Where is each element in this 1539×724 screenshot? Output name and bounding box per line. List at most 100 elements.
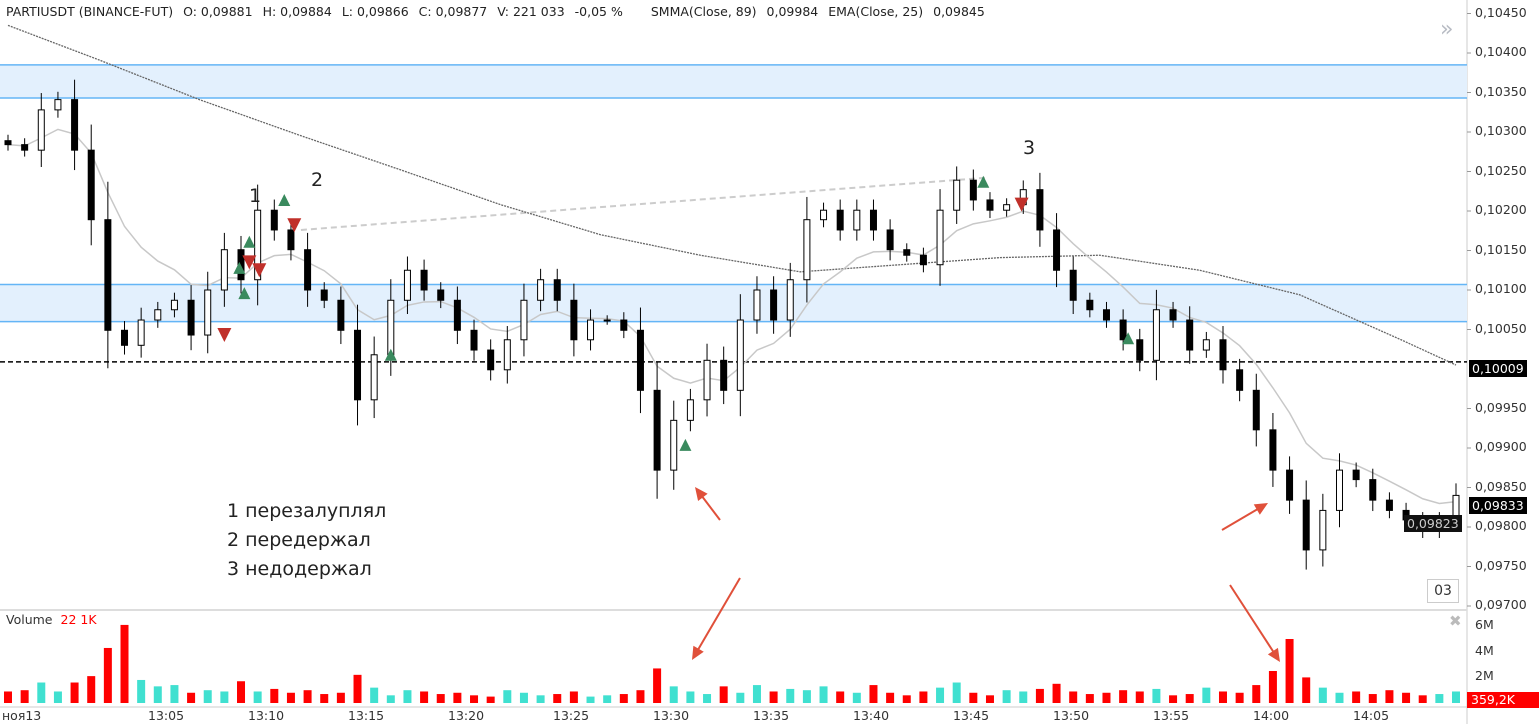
symbol-name[interactable]: PARTIUSDT (BINANCE-FUT) [6,4,174,19]
volume-bar [902,695,911,703]
candle-bearish [919,254,927,266]
candle-bearish [1136,339,1144,361]
volume-bar [1285,639,1294,703]
price-tick-label: 0,10050 [1475,320,1527,336]
price-tick-label: 0,10150 [1475,241,1527,257]
candle-bearish [1086,299,1094,311]
volume-bar [1268,671,1277,703]
time-tick-label: 13:30 [653,708,690,723]
level-price-tag: 0,10009 [1469,360,1527,377]
candle-bullish [936,209,944,266]
volume-bar [1019,691,1028,703]
time-tick-label: 13:55 [1153,708,1190,723]
volume-bar [203,690,212,703]
volume-bar [869,685,878,703]
candle-bullish [204,289,212,336]
candle-bullish [387,299,395,356]
ohlc-high: H: 0,09884 [262,4,332,19]
volume-title: Volume 22 1K [6,612,97,627]
candle-bullish [853,209,861,231]
volume-bar [1152,688,1161,703]
ema-price-tag: 0,09823 [1404,515,1462,532]
candle-bearish [1286,469,1294,501]
arrow-line [1229,584,1277,656]
volume-bar [985,695,994,703]
volume-tick-label: 6M [1475,617,1494,633]
volume-bar [819,686,828,703]
volume-bar [253,691,262,703]
volume-bar [603,695,612,703]
candle-bearish [869,209,877,231]
candle-bearish [87,149,95,221]
ema-label[interactable]: EMA(Close, 25) [828,4,924,19]
volume-bar [53,691,62,703]
volume-bar [470,695,479,703]
volume-bar [386,695,395,703]
volume-bar [1452,691,1460,703]
arrow-line [1221,506,1262,531]
candle-bearish [886,229,894,251]
price-tick-label: 0,10200 [1475,202,1527,217]
candle-bearish [986,199,994,211]
volume-bar [1202,687,1211,703]
candle-bearish [320,289,328,301]
close-icon[interactable]: ✖ [1449,612,1462,630]
timezone-box[interactable]: 03 [1427,579,1459,603]
candle-bearish [969,179,977,201]
ohlc-change: -0,05 % [574,4,623,19]
candle-bullish [1202,339,1210,351]
volume-bar [536,695,545,703]
arrow-line [695,577,741,654]
candle-bearish [470,329,478,351]
buy-marker-icon [384,348,397,361]
candle-bearish [1302,499,1310,551]
candle-bullish [736,319,744,391]
ema-value: 0,09845 [933,4,985,19]
volume-bar [270,688,279,703]
candle-bearish [720,359,728,391]
volume-bar [170,685,179,703]
candle-bearish [620,319,628,331]
price-tick-label: 0,10350 [1475,83,1527,99]
candle-bullish [1003,204,1011,211]
double-chevron-right-icon[interactable]: » [1440,17,1454,42]
candle-bearish [653,389,661,471]
volume-tick-label: 4M [1475,642,1494,658]
volume-bar [786,688,795,703]
price-tick-label: 0,09700 [1475,597,1527,612]
volume-bar [1002,690,1011,703]
candle-bullish [1152,309,1160,361]
volume-bar [1352,691,1361,703]
volume-bar [969,692,978,703]
candle-bullish [703,359,711,401]
price-tick-label: 0,09750 [1475,557,1527,573]
volume-bar [569,691,578,703]
candle-bullish [670,419,678,471]
volume-bar [1085,694,1094,703]
volume-bar [1169,695,1178,703]
candle-bullish [1335,469,1343,511]
volume-bar [919,691,928,703]
smma-label[interactable]: SMMA(Close, 89) [650,4,757,19]
buy-marker-icon [679,438,692,451]
volume-bar [619,694,628,703]
candle-bearish [553,279,561,301]
volume-bar [553,694,562,703]
volume-bar [1119,690,1128,703]
price-tick-label: 0,09800 [1475,518,1527,533]
volume-bar [1435,694,1444,703]
legend-line-1: 1 перезалуплял [227,500,387,522]
candle-bullish [503,339,511,371]
candle-bearish [1053,229,1061,271]
candle-bullish [170,299,178,311]
candle-bearish [4,140,12,146]
candle-bearish [770,289,778,321]
annotation-legend: 1 перезалуплял 2 передержал 3 недодержал [227,497,386,584]
candle-bearish [1102,309,1110,321]
arrow-line [699,492,721,521]
time-tick-label: 13:40 [853,708,890,723]
candle-bullish [603,319,611,322]
candle-bearish [1219,339,1227,371]
candle-bullish [820,209,828,221]
